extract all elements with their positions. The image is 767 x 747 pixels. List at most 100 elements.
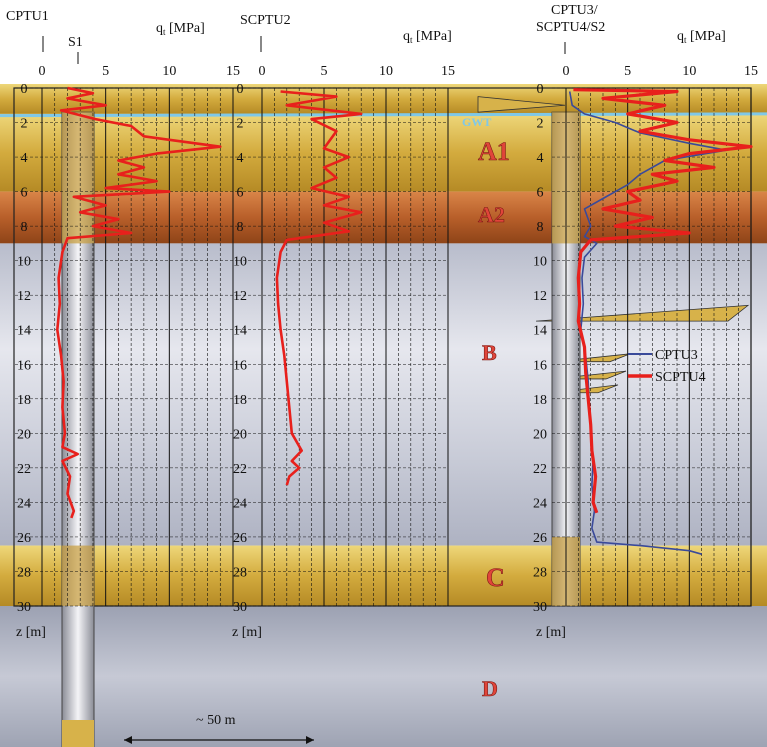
y-tick-label: 28 [17,565,31,580]
qt-axis-title-1: qt [MPa] [156,21,205,37]
soil-layer-c [0,545,767,606]
x-tick-label: 0 [563,64,570,79]
y-tick-label: 10 [233,255,247,270]
y-tick-label: 24 [233,496,247,511]
y-tick-label: 10 [17,255,31,270]
borehole-s1-sand-bottom [62,720,94,747]
y-tick-label: 12 [17,289,31,304]
soil-label-c: C [486,563,505,592]
y-tick-label: 20 [17,427,31,442]
x-tick-label: 5 [624,64,631,79]
y-tick-label: 26 [233,531,247,546]
soil-label-a1: A1 [478,137,510,166]
cptu3-title-line2: SCPTU4/S2 [536,20,605,35]
x-tick-label: 10 [682,64,696,79]
y-tick-label: 14 [533,324,547,339]
legend-label-scptu4: SCPTU4 [655,370,706,385]
x-tick-label: 15 [744,64,758,79]
y-tick-label: 16 [533,358,547,373]
y-tick-label: 14 [17,324,31,339]
sand-lenses [477,96,750,394]
z-axis-label-2: z [m] [232,625,262,640]
x-tick-label: 5 [102,64,109,79]
y-tick-label: 16 [233,358,247,373]
y-tick-label: 28 [233,565,247,580]
y-tick-label: 8 [21,220,28,235]
y-tick-label: 30 [533,600,547,615]
y-tick-label: 22 [233,462,247,477]
y-tick-label: 18 [17,393,31,408]
z-axis-label-3: z [m] [536,625,566,640]
sand-lens [535,304,750,322]
y-tick-label: 0 [537,82,544,97]
gwt-label: GWT [462,115,491,129]
cpt-curve-panel2 [275,90,363,486]
y-tick-label: 20 [233,427,247,442]
x-tick-label: 5 [321,64,328,79]
soil-layer-a1 [0,113,767,192]
borehole-s1-sand-lower [62,545,94,606]
x-tick-label: 0 [39,64,46,79]
sand-lens [477,96,566,113]
y-tick-label: 30 [233,600,247,615]
y-tick-label: 4 [21,151,28,166]
distance-label: ~ 50 m [196,713,236,728]
legend-label-cptu3: CPTU3 [655,348,698,363]
y-tick-label: 28 [533,565,547,580]
x-tick-label: 15 [226,64,240,79]
y-tick-label: 18 [533,393,547,408]
y-tick-label: 20 [533,427,547,442]
y-tick-label: 12 [533,289,547,304]
x-tick-label: 0 [259,64,266,79]
soil-layer-surface [0,84,767,114]
y-tick-label: 30 [17,600,31,615]
y-tick-label: 0 [237,82,244,97]
y-tick-label: 2 [237,117,244,132]
y-tick-label: 24 [533,496,547,511]
y-tick-label: 12 [233,289,247,304]
distance-arrow-head-left [124,736,132,744]
y-tick-label: 24 [17,496,31,511]
scptu2-title: SCPTU2 [240,13,291,28]
cpt-curve-cptu3 [568,91,728,555]
cptu3-title-line1: CPTU3/ [551,3,598,18]
y-tick-label: 6 [537,186,544,201]
y-tick-label: 8 [237,220,244,235]
soil-label-d: D [482,676,498,701]
y-tick-label: 2 [537,117,544,132]
soil-labels: A1 A2 B C D [478,137,510,702]
cpt-curve-scptu4 [573,88,753,514]
soil-layers [0,84,767,747]
cpt-curve-panel1 [56,86,222,519]
y-tick-label: 16 [17,358,31,373]
soil-layer-d [0,606,767,747]
borehole-s1-sand-upper [62,112,94,244]
legend: CPTU3 SCPTU4 [628,348,706,385]
cptu1-title: CPTU1 [6,9,49,24]
y-tick-label: 2 [21,117,28,132]
groundwater-table-line [0,112,767,118]
y-tick-label: 6 [237,186,244,201]
y-tick-label: 10 [533,255,547,270]
y-tick-label: 18 [233,393,247,408]
soil-label-a2: A2 [478,202,505,227]
x-tick-label: 15 [441,64,455,79]
qt-axis-title-3: qt [MPa] [677,29,726,45]
y-tick-label: 22 [17,462,31,477]
s1-title: S1 [68,35,83,50]
y-tick-label: 26 [17,531,31,546]
z-axis-label-1: z [m] [16,625,46,640]
y-tick-label: 0 [21,82,28,97]
soil-label-b: B [482,340,497,365]
cpt-curves [56,86,753,555]
y-tick-label: 22 [533,462,547,477]
distance-arrow-head-right [306,736,314,744]
y-tick-label: 4 [237,151,244,166]
x-tick-label: 10 [379,64,393,79]
y-tick-label: 26 [533,531,547,546]
y-tick-label: 14 [233,324,247,339]
y-tick-label: 8 [537,220,544,235]
y-tick-label: 4 [537,151,544,166]
x-tick-label: 10 [162,64,176,79]
